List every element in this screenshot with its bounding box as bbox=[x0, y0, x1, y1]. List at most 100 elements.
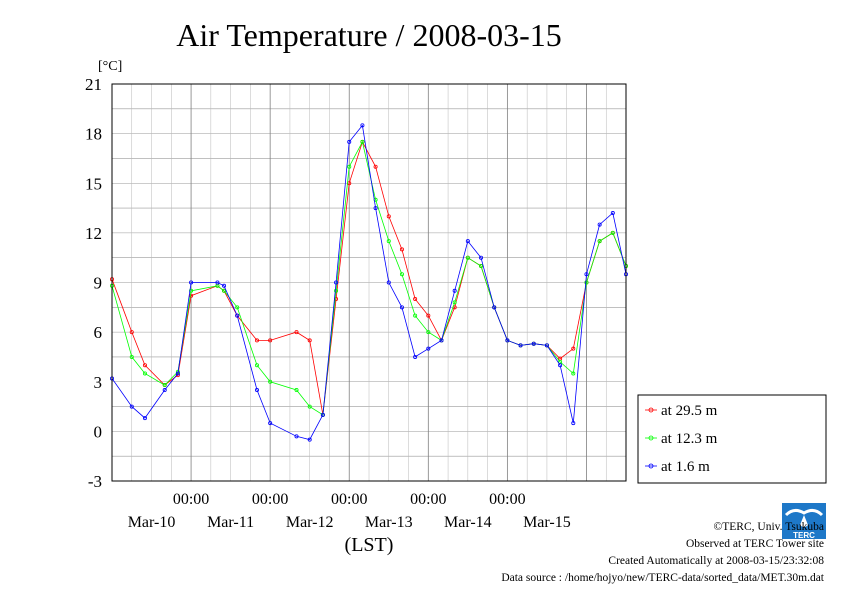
data-point bbox=[571, 346, 576, 351]
y-tick-label: 6 bbox=[94, 323, 103, 342]
legend-label: at 29.5 m bbox=[661, 403, 718, 419]
data-point bbox=[162, 383, 167, 388]
x-date-label: Mar-11 bbox=[207, 514, 254, 531]
x-date-label: Mar-10 bbox=[128, 514, 176, 531]
y-tick-label: -3 bbox=[88, 472, 102, 491]
plot-frame bbox=[111, 83, 627, 482]
data-point bbox=[584, 272, 589, 277]
data-point bbox=[222, 283, 227, 288]
data-point bbox=[320, 412, 325, 417]
y-axis-label: [°C] bbox=[98, 59, 122, 74]
terc-logo: TERC bbox=[782, 503, 826, 539]
y-tick-label: 21 bbox=[85, 75, 102, 94]
data-point bbox=[254, 338, 259, 343]
y-tick-label: 3 bbox=[94, 373, 103, 392]
data-point bbox=[584, 280, 589, 285]
data-point bbox=[129, 404, 134, 409]
legend-label: at 12.3 m bbox=[661, 431, 718, 447]
data-point bbox=[142, 363, 147, 368]
data-point bbox=[610, 230, 615, 235]
data-point bbox=[347, 164, 352, 169]
data-point bbox=[235, 305, 240, 310]
legend: at 29.5 m at 12.3 m at 1.6 m bbox=[637, 394, 827, 484]
data-point bbox=[386, 214, 391, 219]
logo-text: TERC bbox=[793, 531, 815, 539]
data-point bbox=[413, 354, 418, 359]
data-point bbox=[189, 280, 194, 285]
data-point bbox=[142, 416, 147, 421]
data-point bbox=[386, 280, 391, 285]
data-point bbox=[518, 343, 523, 348]
data-point bbox=[399, 272, 404, 277]
x-time-label: 00:00 bbox=[173, 491, 209, 508]
data-point bbox=[426, 346, 431, 351]
data-point bbox=[505, 338, 510, 343]
created-text: Created Automatically at 2008-03-15/23:3… bbox=[608, 555, 824, 567]
data-point bbox=[347, 139, 352, 144]
grid-lines bbox=[112, 83, 626, 482]
observed-text: Observed at TERC Tower site bbox=[685, 538, 824, 550]
series-2 bbox=[110, 123, 629, 442]
data-point bbox=[175, 371, 180, 376]
data-point bbox=[571, 371, 576, 376]
data-point bbox=[373, 206, 378, 211]
source-text: Data source : /home/hojyo/new/TERC-data/… bbox=[501, 572, 824, 584]
x-time-label: 00:00 bbox=[489, 491, 525, 508]
data-point bbox=[479, 263, 484, 268]
data-point bbox=[571, 421, 576, 426]
data-point bbox=[268, 379, 273, 384]
x-axis-label: (LST) bbox=[345, 534, 394, 556]
data-point bbox=[189, 288, 194, 293]
series-line bbox=[111, 124, 627, 441]
y-tick-label: 9 bbox=[94, 274, 103, 293]
x-time-label: 00:00 bbox=[410, 491, 446, 508]
data-point bbox=[413, 297, 418, 302]
data-point bbox=[479, 255, 484, 260]
legend-swatch-marker bbox=[648, 407, 654, 413]
y-tick-labels: -3 0 3 6 9 12 15 18 21 bbox=[85, 75, 102, 491]
x-date-label: Mar-14 bbox=[444, 514, 492, 531]
data-point bbox=[307, 404, 312, 409]
data-point bbox=[492, 305, 497, 310]
data-point bbox=[465, 255, 470, 260]
data-point bbox=[334, 288, 339, 293]
legend-swatch-marker bbox=[648, 435, 654, 441]
data-point bbox=[465, 239, 470, 244]
data-point bbox=[558, 363, 563, 368]
legend-label: at 1.6 m bbox=[661, 459, 710, 475]
data-point bbox=[235, 313, 240, 318]
x-date-label: Mar-12 bbox=[286, 514, 334, 531]
legend-box bbox=[637, 394, 827, 484]
data-point bbox=[307, 437, 312, 442]
legend-swatch-marker bbox=[648, 463, 654, 469]
y-tick-label: 15 bbox=[85, 174, 102, 193]
data-point bbox=[334, 280, 339, 285]
y-tick-label: 18 bbox=[85, 125, 102, 144]
data-point bbox=[386, 239, 391, 244]
data-point bbox=[439, 338, 444, 343]
y-tick-label: 12 bbox=[85, 224, 102, 243]
data-point bbox=[254, 363, 259, 368]
x-date-label: Mar-13 bbox=[365, 514, 413, 531]
data-point bbox=[544, 343, 549, 348]
data-point bbox=[597, 222, 602, 227]
data-point bbox=[142, 371, 147, 376]
data-point bbox=[399, 247, 404, 252]
data-point bbox=[162, 388, 167, 393]
x-time-label: 00:00 bbox=[331, 491, 367, 508]
data-point bbox=[452, 288, 457, 293]
x-date-label: Mar-15 bbox=[523, 514, 571, 531]
data-point bbox=[129, 330, 134, 335]
data-point bbox=[360, 139, 365, 144]
data-point bbox=[360, 123, 365, 128]
data-point bbox=[268, 421, 273, 426]
data-point bbox=[610, 211, 615, 216]
y-tick-label: 0 bbox=[94, 422, 103, 441]
data-point bbox=[254, 388, 259, 393]
data-point bbox=[268, 338, 273, 343]
data-point bbox=[426, 330, 431, 335]
data-point bbox=[426, 313, 431, 318]
data-point bbox=[215, 280, 220, 285]
data-point bbox=[531, 341, 536, 346]
